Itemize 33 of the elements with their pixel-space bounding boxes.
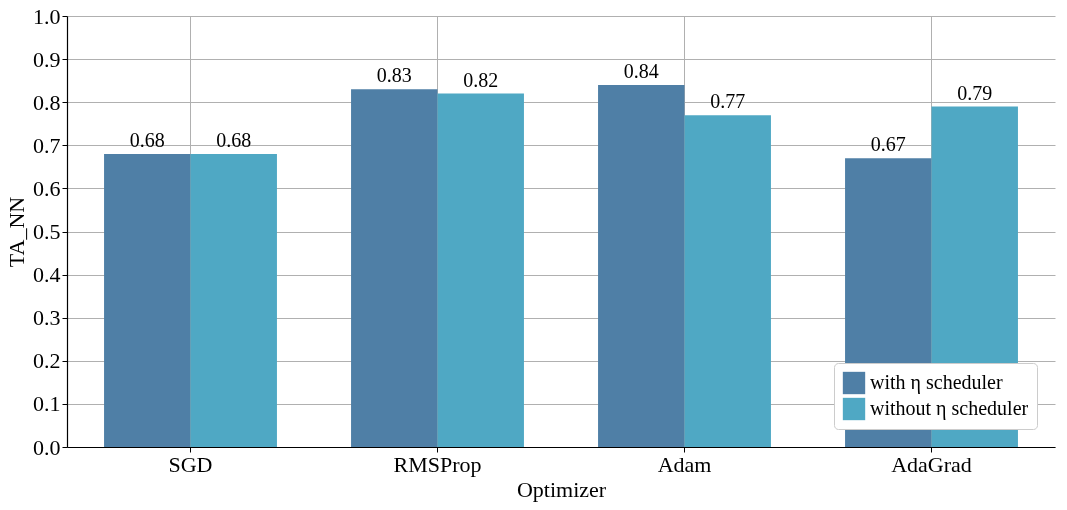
bar <box>684 115 771 447</box>
legend-label: with η scheduler <box>870 371 1003 394</box>
data-label: 0.68 <box>129 128 165 151</box>
x-tick-label: RMSProp <box>393 451 482 477</box>
bar <box>598 84 685 447</box>
data-label: 0.82 <box>463 68 499 91</box>
x-axis-title: Optimizer <box>516 476 607 502</box>
y-tick-label: 0.9 <box>33 46 61 72</box>
data-label: 0.83 <box>376 64 412 87</box>
y-tick-label: 0.3 <box>33 305 61 331</box>
x-tick-label: SGD <box>168 451 213 477</box>
y-tick-label: 1.0 <box>33 3 61 29</box>
y-tick-label: 0.1 <box>33 391 61 417</box>
data-label: 0.67 <box>870 133 906 156</box>
y-tick-label: 0.5 <box>33 219 61 244</box>
x-tick-label: AdaGrad <box>891 451 972 477</box>
data-label: 0.68 <box>216 128 252 151</box>
y-tick-label: 0.2 <box>33 348 61 374</box>
data-label: 0.79 <box>957 81 993 104</box>
bar <box>437 93 524 447</box>
y-tick-label: 0.0 <box>33 434 61 460</box>
y-tick-label: 0.8 <box>33 89 61 115</box>
legend-label: without η scheduler <box>870 397 1029 420</box>
data-label: 0.84 <box>623 59 659 82</box>
bar <box>190 153 277 447</box>
y-axis-title: TA_NN <box>4 196 29 268</box>
y-tick-label: 0.4 <box>33 262 61 288</box>
y-tick-label: 0.6 <box>33 175 61 201</box>
bar <box>104 153 191 447</box>
x-tick-label: Adam <box>657 451 712 477</box>
bar <box>351 89 438 447</box>
data-label: 0.77 <box>710 90 746 113</box>
y-tick-label: 0.7 <box>33 132 61 158</box>
